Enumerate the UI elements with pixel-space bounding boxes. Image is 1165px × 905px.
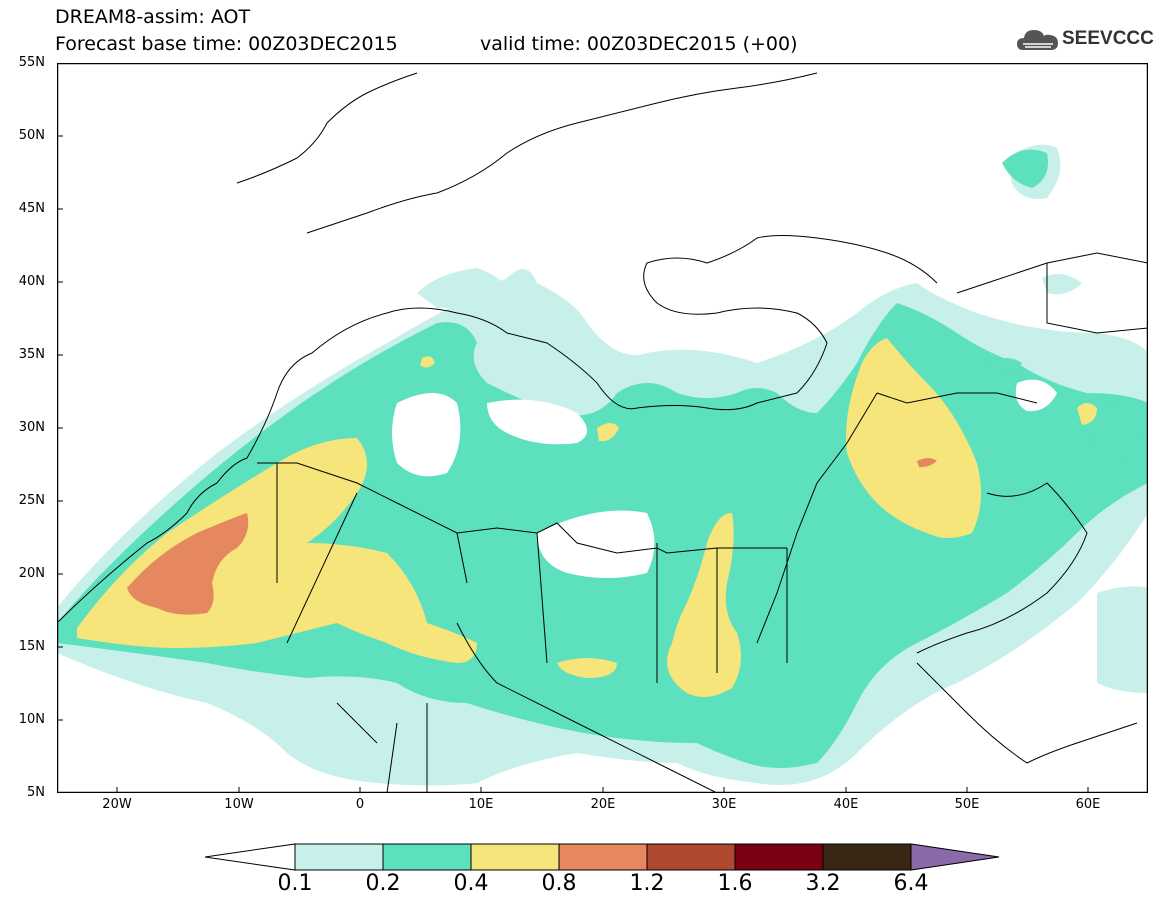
lon-label-50e: 50E: [954, 797, 980, 812]
legend-swatch-2: [382, 843, 472, 871]
legend-label-1-6: 1.6: [717, 871, 753, 896]
lon-label-60e: 60E: [1075, 797, 1101, 812]
legend-swatch-7: [822, 843, 912, 871]
legend-label-0-1: 0.1: [277, 871, 313, 896]
map-title: DREAM8-assim: AOT: [55, 6, 251, 28]
legend-swatch-5: [646, 843, 736, 871]
seevccc-logo: SEEVCCC: [1015, 24, 1155, 56]
aot-field-very-high: [127, 458, 937, 615]
lat-label-40n: 40N: [18, 274, 45, 289]
lon-label-20e: 20E: [590, 797, 616, 812]
lat-label-20n: 20N: [18, 566, 45, 581]
legend-label-0-8: 0.8: [541, 871, 577, 896]
lat-label-55n: 55N: [18, 55, 45, 70]
lat-label-45n: 45N: [18, 201, 45, 216]
lon-label-40e: 40E: [833, 797, 859, 812]
legend-swatch-above: [910, 843, 1000, 871]
forecast-base-time: Forecast base time: 00Z03DEC2015: [55, 33, 398, 55]
color-legend: [205, 843, 1000, 871]
aot-map: [57, 63, 1148, 793]
legend-label-3-2: 3.2: [805, 871, 841, 896]
legend-swatch-3: [470, 843, 560, 871]
valid-time: valid time: 00Z03DEC2015 (+00): [480, 33, 798, 55]
lon-label-30e: 30E: [711, 797, 737, 812]
legend-label-0-2: 0.2: [365, 871, 401, 896]
lat-label-5n: 5N: [27, 785, 45, 800]
legend-label-0-4: 0.4: [453, 871, 489, 896]
axis-ticks: [57, 63, 1089, 793]
lon-label-0: 0: [355, 797, 365, 812]
lon-label-10w: 10W: [224, 797, 254, 812]
lat-label-15n: 15N: [18, 639, 45, 654]
lat-label-30n: 30N: [18, 420, 45, 435]
lat-label-25n: 25N: [18, 493, 45, 508]
lon-label-10e: 10E: [468, 797, 494, 812]
legend-label-6-4: 6.4: [893, 871, 929, 896]
legend-swatch-below: [205, 843, 296, 871]
lat-label-10n: 10N: [18, 712, 45, 727]
logo-text: SEEVCCC: [1062, 28, 1154, 49]
legend-swatch-1: [294, 843, 384, 871]
legend-label-1-2: 1.2: [629, 871, 665, 896]
lat-label-35n: 35N: [18, 347, 45, 362]
aot-field-clear-patches: [392, 379, 1057, 578]
legend-swatch-4: [558, 843, 648, 871]
lon-label-20w: 20W: [102, 797, 132, 812]
lat-label-50n: 50N: [18, 128, 45, 143]
country-borders: [57, 72, 1148, 793]
cloud-icon: [1017, 30, 1058, 50]
legend-swatch-6: [734, 843, 824, 871]
